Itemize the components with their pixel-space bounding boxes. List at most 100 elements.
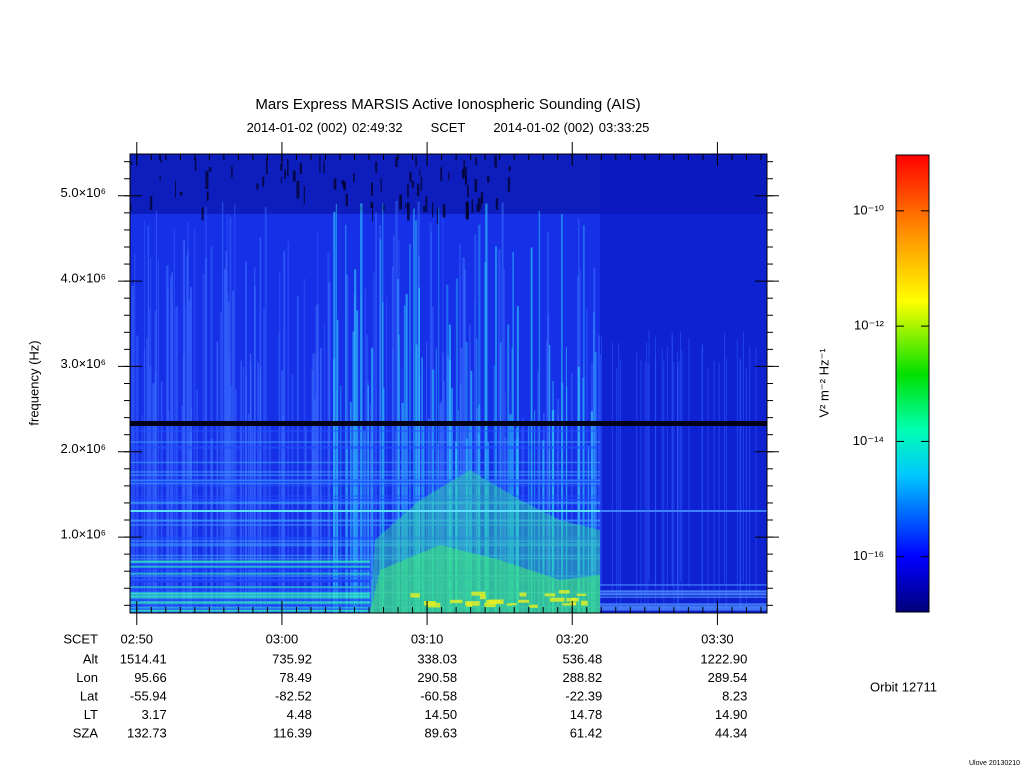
spec-streak <box>226 213 229 613</box>
spec-speckle <box>299 163 303 174</box>
spec-low <box>130 595 370 598</box>
spec-streak <box>296 296 300 613</box>
spec-streak <box>242 366 244 613</box>
ephemeris-row-label: Alt <box>83 651 99 666</box>
spec-streak <box>143 220 146 613</box>
spec-speckle <box>159 176 161 181</box>
spec-speckle <box>375 161 378 173</box>
spec-speckle <box>467 184 469 198</box>
spec-speckle <box>475 157 478 166</box>
spec-streak <box>494 246 497 613</box>
spec-speckle <box>370 201 374 208</box>
spec-speckle <box>319 155 321 173</box>
ephemeris-value: 1222.90 <box>700 651 747 666</box>
spec-hot <box>576 593 587 596</box>
spec-hot <box>486 599 501 603</box>
ephemeris-value: 14.90 <box>715 707 748 722</box>
spec-low <box>130 567 370 570</box>
spec-streak <box>345 274 349 613</box>
spec-speckle <box>508 166 511 172</box>
colorbar <box>895 154 930 613</box>
spec-streak <box>455 278 458 613</box>
spec-right-streak <box>616 367 618 613</box>
spec-speckle <box>130 161 133 165</box>
spec-streak <box>465 341 468 613</box>
ephemeris-value: 89.63 <box>425 725 458 740</box>
chart-subtitle: 2014-01-02 (002) 02:49:32 SCET 2014-01-02 (… <box>247 120 650 135</box>
spec-streak <box>522 417 525 613</box>
spec-speckle <box>463 160 466 178</box>
spec-hot <box>517 599 530 603</box>
spec-right-band <box>600 584 767 586</box>
spec-low <box>130 568 370 571</box>
spec-streak <box>485 203 488 613</box>
spec-speckle <box>465 201 469 219</box>
spec-speckle <box>194 158 197 171</box>
spec-streak <box>291 374 294 613</box>
spec-hot <box>571 597 577 602</box>
ephemeris-row-label: LT <box>84 707 98 722</box>
spec-streak <box>470 370 473 613</box>
spec-streak <box>527 422 530 613</box>
spec-band <box>130 501 600 504</box>
spec-speckle <box>296 180 300 199</box>
spec-speckle <box>265 158 268 175</box>
spec-cyan-line <box>600 510 767 512</box>
x-tick-label: 03:10 <box>411 631 444 646</box>
ephemeris-value: 78.49 <box>279 670 312 685</box>
spec-streak <box>431 369 435 613</box>
ephemeris-value: 95.66 <box>134 670 167 685</box>
spec-streak <box>263 309 265 613</box>
spec-right-streak <box>740 361 742 612</box>
spec-streak <box>221 201 224 613</box>
spec-speckle <box>343 181 346 191</box>
spec-band <box>130 576 600 578</box>
spec-streak <box>134 253 136 613</box>
spec-band <box>130 524 600 526</box>
spec-right-band <box>600 590 767 592</box>
spec-right-streak <box>745 368 747 613</box>
ephemeris-value: 288.82 <box>562 670 602 685</box>
spec-streak <box>186 255 188 613</box>
spec-right-streak <box>661 348 663 599</box>
spec-speckle <box>407 183 409 198</box>
spec-streak <box>346 446 349 613</box>
spec-speckle <box>262 176 265 187</box>
spec-streak <box>462 431 465 613</box>
spec-right-streak <box>654 337 656 588</box>
spec-streak <box>181 405 183 613</box>
spec-streak <box>169 276 172 613</box>
spec-hot <box>506 603 513 606</box>
spec-streak <box>474 300 476 613</box>
spec-right-streak <box>678 361 680 612</box>
x-tick-label: 03:20 <box>556 631 589 646</box>
spec-streak <box>587 445 590 613</box>
spec-streak <box>487 442 489 613</box>
spec-streak <box>463 269 467 613</box>
spec-right-streak <box>611 342 613 593</box>
ephemeris-value: 14.50 <box>425 707 458 722</box>
spec-hot <box>511 603 517 606</box>
spec-streak <box>521 420 523 613</box>
spec-low <box>130 594 370 597</box>
spec-speckle <box>399 194 403 210</box>
spec-low <box>130 598 370 601</box>
spec-speckle <box>284 169 286 179</box>
spec-streak <box>303 278 306 613</box>
end-time: 03:33:25 <box>599 120 650 135</box>
spec-right-streak <box>673 362 675 613</box>
spec-speckle <box>179 191 183 196</box>
spec-streak <box>542 440 545 613</box>
spec-streak <box>546 339 548 613</box>
spec-streak <box>234 203 236 613</box>
spec-band <box>130 481 600 484</box>
spec-streak <box>465 438 468 613</box>
spec-speckle <box>303 186 305 204</box>
spec-low <box>130 562 370 565</box>
spec-streak <box>157 261 159 613</box>
spec-black-line <box>130 421 767 426</box>
ephemeris-value: 1514.41 <box>120 651 167 666</box>
ephemeris-value: 4.48 <box>287 707 312 722</box>
spec-right-streak <box>724 333 726 584</box>
